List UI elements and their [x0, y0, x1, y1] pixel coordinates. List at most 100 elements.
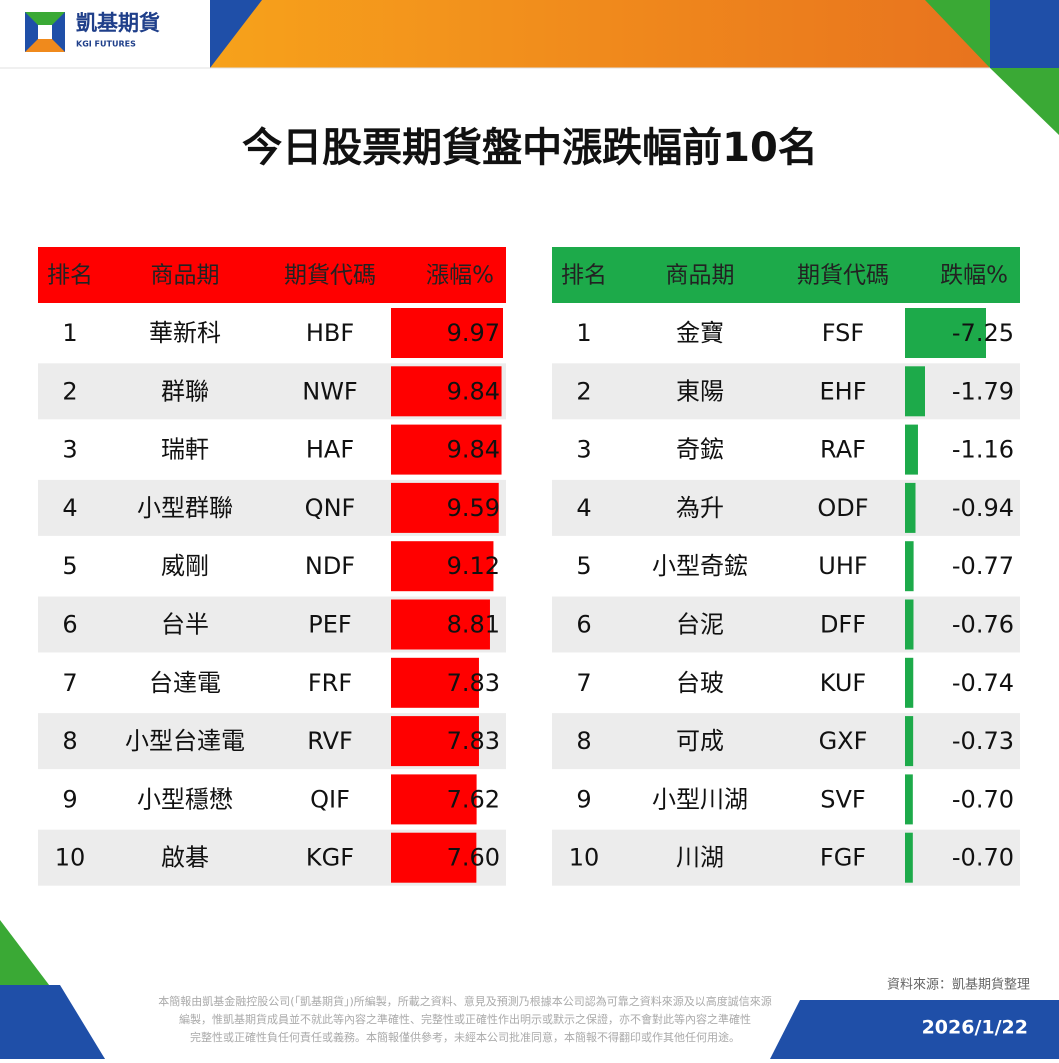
rank: 6	[576, 611, 591, 639]
row-bg	[552, 829, 1020, 886]
change-value: 7.62	[447, 785, 500, 813]
product-code: KGF	[306, 844, 354, 872]
product-name: 小型群聯	[137, 494, 233, 522]
decor	[210, 0, 262, 68]
product-code: QNF	[305, 494, 356, 522]
product-name: 小型台達電	[125, 727, 245, 755]
rank: 4	[576, 494, 591, 522]
change-value: -0.73	[952, 727, 1014, 755]
rank: 10	[569, 844, 600, 872]
date: 2026/1/22	[922, 1017, 1028, 1039]
disclaimer: 編製，惟凱基期貨成員並不就此等內容之準確性、完整性或正確性作出明示或默示之保證，…	[179, 1012, 751, 1026]
change-value: -0.94	[952, 494, 1014, 522]
change-value: -1.79	[952, 377, 1014, 405]
product-name: 台達電	[149, 669, 221, 697]
column-header: 漲幅%	[426, 263, 494, 289]
data-bar	[391, 366, 502, 417]
product-code: HAF	[306, 436, 354, 464]
rank: 3	[62, 436, 77, 464]
table-header	[38, 247, 506, 303]
change-value: -0.70	[952, 785, 1014, 813]
data-bar	[905, 482, 916, 533]
change-value: 9.59	[447, 494, 500, 522]
product-name: 奇鋐	[676, 436, 724, 464]
column-header: 跌幅%	[940, 263, 1008, 289]
data-bar	[905, 832, 913, 883]
product-name: 東陽	[676, 377, 724, 405]
rank: 9	[62, 785, 77, 813]
column-header: 商品期	[666, 263, 735, 289]
data-bar	[391, 599, 490, 650]
column-header: 期貨代碼	[284, 263, 376, 289]
product-code: NWF	[302, 377, 358, 405]
top-band	[210, 0, 990, 68]
row-bg	[552, 771, 1020, 828]
decor	[0, 985, 105, 1059]
data-bar	[905, 366, 925, 417]
column-header: 排名	[47, 263, 93, 289]
row-bg	[552, 713, 1020, 770]
rank: 4	[62, 494, 77, 522]
product-code: QIF	[310, 785, 350, 813]
disclaimer: 完整性或正確性負任何責任或義務。本簡報僅供參考，未經本公司批准同意，本簡報不得翻…	[190, 1030, 740, 1044]
change-value: 8.81	[447, 611, 500, 639]
rank: 2	[576, 377, 591, 405]
product-name: 華新科	[149, 319, 221, 347]
column-header: 商品期	[151, 263, 220, 289]
data-bar	[905, 541, 914, 592]
data-bar	[391, 482, 499, 533]
rank: 1	[62, 319, 77, 347]
product-name: 台玻	[676, 669, 724, 697]
change-value: 7.60	[447, 844, 500, 872]
decor	[990, 0, 1059, 68]
logo	[25, 12, 65, 52]
rank: 7	[62, 669, 77, 697]
change-value: 7.83	[447, 669, 500, 697]
rank: 1	[576, 319, 591, 347]
product-code: FSF	[822, 319, 864, 347]
source: 資料來源：凱基期貨整理	[887, 977, 1030, 993]
product-name: 小型川湖	[652, 785, 748, 813]
change-value: -0.70	[952, 844, 1014, 872]
data-bar	[391, 308, 503, 358]
rank: 9	[576, 785, 591, 813]
rank: 8	[576, 727, 591, 755]
change-value: 9.84	[447, 377, 500, 405]
data-bar	[391, 424, 502, 475]
rank: 10	[55, 844, 86, 872]
data-bar	[905, 657, 914, 708]
product-code: FGF	[820, 844, 866, 872]
data-bar	[905, 774, 913, 825]
product-code: KUF	[820, 669, 866, 697]
product-name: 威剛	[161, 552, 209, 580]
change-value: -0.76	[952, 611, 1014, 639]
rank: 2	[62, 377, 77, 405]
data-bar	[391, 774, 477, 825]
brand-en: KGI FUTURES	[76, 40, 136, 49]
data-bar	[905, 716, 914, 767]
row-bg	[552, 654, 1020, 711]
product-code: NDF	[305, 552, 355, 580]
data-bar	[905, 599, 914, 650]
rank: 5	[576, 552, 591, 580]
row-bg	[552, 479, 1020, 536]
product-code: RAF	[820, 436, 866, 464]
product-code: PEF	[308, 611, 351, 639]
row-bg	[552, 596, 1020, 653]
decor	[990, 68, 1059, 135]
product-name: 小型穩懋	[137, 785, 233, 813]
product-code: FRF	[308, 669, 352, 697]
change-value: 9.84	[447, 436, 500, 464]
product-name: 台半	[161, 611, 209, 639]
product-name: 台泥	[676, 611, 724, 639]
rank: 3	[576, 436, 591, 464]
rank: 7	[576, 669, 591, 697]
product-name: 瑞軒	[161, 436, 209, 464]
title: 今日股票期貨盤中漲跌幅前10名	[242, 125, 818, 171]
change-value: 9.97	[447, 319, 500, 347]
data-bar	[391, 657, 479, 708]
rank: 5	[62, 552, 77, 580]
data-bar	[391, 832, 477, 883]
change-value: -7.25	[952, 319, 1014, 347]
